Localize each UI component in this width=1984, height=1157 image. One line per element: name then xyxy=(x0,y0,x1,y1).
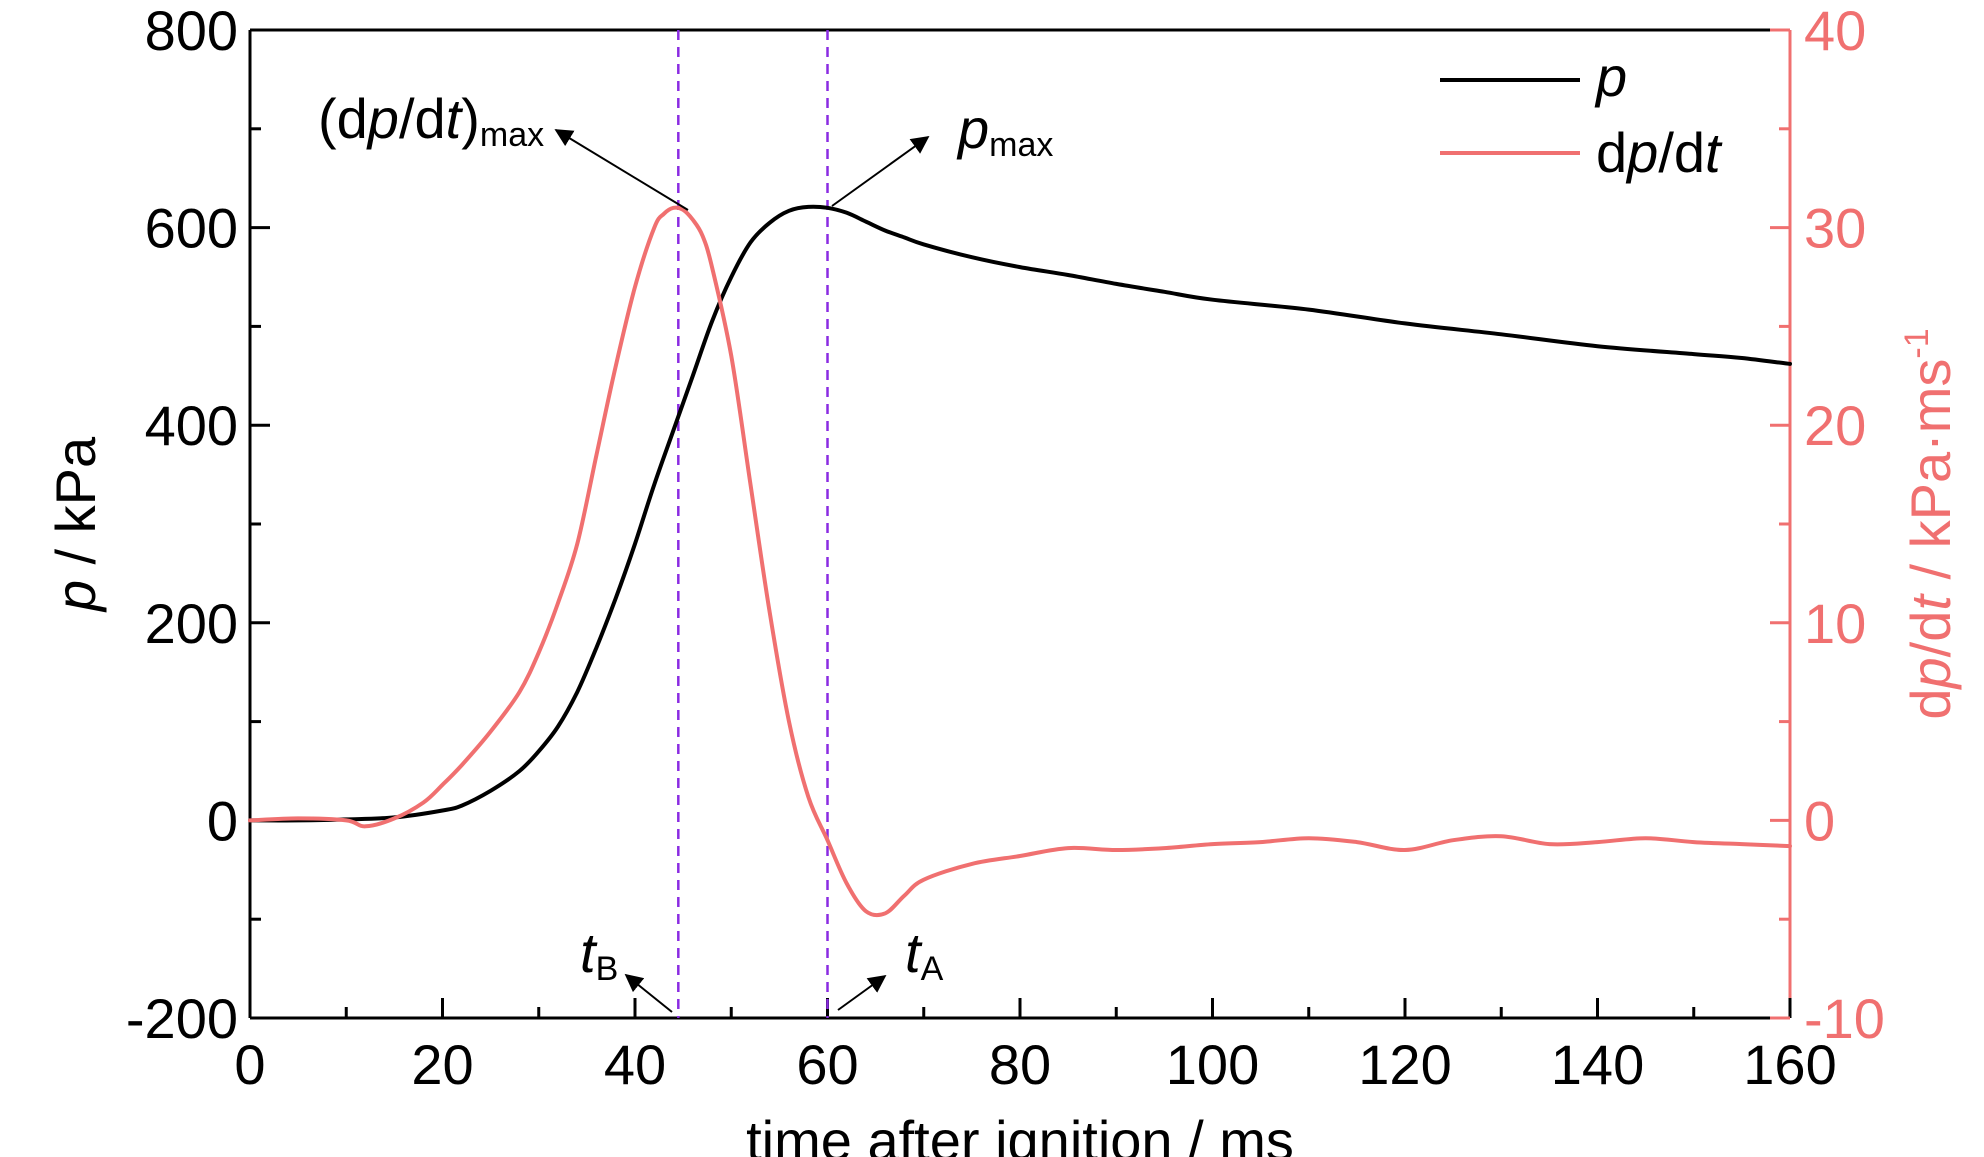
legend-dpdt-part2: p xyxy=(1625,121,1658,184)
y-tick-label-0: -200 xyxy=(126,987,238,1050)
series-line-p xyxy=(248,204,1792,823)
annotation-dpdt-max-arrow xyxy=(554,129,689,211)
marker-lines xyxy=(677,30,829,1018)
annotation-dpdt-max: (dp/dt)max xyxy=(318,87,689,211)
annotation-p-max: pmax xyxy=(831,97,1053,207)
annotation-dpdt-max-label: (dp/dt)max xyxy=(318,87,544,154)
series-layer xyxy=(248,204,1792,918)
marker-tA-arrow xyxy=(837,974,887,1011)
y2-title-superscript: -1 xyxy=(1898,328,1936,358)
marker-tB-arrow xyxy=(624,973,673,1013)
annotation-p-max-arrow xyxy=(831,135,930,207)
x-tick-label-5: 100 xyxy=(1166,1033,1259,1096)
marker-tA-text: tA xyxy=(905,921,944,988)
legend-dpdt-part4: t xyxy=(1705,121,1723,184)
annot-dpdt-sub: max xyxy=(480,116,544,154)
x-tick-label-7: 140 xyxy=(1551,1033,1644,1096)
y2-title-part4: t xyxy=(1899,593,1962,611)
marker-tB-text: tB xyxy=(580,921,618,988)
annot-dpdt-part3: /d xyxy=(399,87,446,150)
annot-dpdt-part4: t xyxy=(446,87,464,150)
y2-tick-label-1: 0 xyxy=(1804,789,1835,852)
annot-dpdt-part1: (d xyxy=(318,87,368,150)
y-axis-ticks: -200 0 200 400 600 800 xyxy=(126,0,270,1050)
marker-tB-sub: B xyxy=(596,950,619,988)
x-tick-label-6: 120 xyxy=(1358,1033,1451,1096)
legend-label-dpdt: dp/dt xyxy=(1596,121,1723,184)
y-tick-label-3: 400 xyxy=(145,394,238,457)
y2-tick-label-0: -10 xyxy=(1804,987,1885,1050)
marker-label-tA: tA xyxy=(837,921,944,1011)
y-tick-label-4: 600 xyxy=(145,197,238,260)
y-tick-label-1: 0 xyxy=(207,789,238,852)
marker-label-tB: tB xyxy=(580,921,673,1013)
plot-frame xyxy=(248,28,1792,1020)
legend-label-p: p xyxy=(1594,45,1627,108)
y-axis-title: p / kPa xyxy=(44,436,107,613)
annot-dpdt-part2: p xyxy=(366,87,399,150)
annot-dpdt-part5: ) xyxy=(461,87,480,150)
legend-dpdt-part1: d xyxy=(1596,121,1627,184)
y2-title-part1: d xyxy=(1899,688,1962,719)
x-tick-label-3: 60 xyxy=(796,1033,858,1096)
x-tick-label-8: 160 xyxy=(1743,1033,1836,1096)
x-tick-label-4: 80 xyxy=(989,1033,1051,1096)
marker-tA-sub: A xyxy=(921,950,944,988)
x-axis-ticks: 0 20 40 60 80 100 120 140 160 xyxy=(234,998,1837,1096)
annot-pmax-symbol: p xyxy=(956,97,989,160)
x-tick-label-1: 20 xyxy=(411,1033,473,1096)
y2-axis-title: dp/dt / kPa·ms-1 xyxy=(1898,328,1962,719)
marker-tA-symbol: t xyxy=(905,921,923,984)
annotation-p-max-label: pmax xyxy=(956,97,1053,164)
x-tick-label-2: 40 xyxy=(604,1033,666,1096)
y-axis-title-symbol: p xyxy=(44,580,107,613)
x-axis-title: time after ignition / ms xyxy=(746,1109,1294,1157)
x-tick-label-0: 0 xyxy=(234,1033,265,1096)
y2-title-part2: p xyxy=(1899,657,1962,690)
annot-pmax-sub: max xyxy=(989,126,1053,164)
y2-tick-label-5: 40 xyxy=(1804,0,1866,62)
y2-tick-label-3: 20 xyxy=(1804,394,1866,457)
y2-title-part5: / kPa·ms xyxy=(1899,359,1962,595)
legend-dpdt-part3: /d xyxy=(1658,121,1705,184)
y-tick-label-5: 800 xyxy=(145,0,238,62)
series-line-dpdt xyxy=(248,205,1792,918)
legend: p dp/dt xyxy=(1440,45,1723,184)
y-tick-label-2: 200 xyxy=(145,592,238,655)
y2-axis-ticks: -10 0 10 20 30 40 xyxy=(1770,0,1885,1050)
y-axis-title-unit: / kPa xyxy=(44,436,107,580)
y2-tick-label-2: 10 xyxy=(1804,592,1866,655)
y2-title-part3: /d xyxy=(1899,611,1962,658)
marker-tB-symbol: t xyxy=(580,921,598,984)
y2-tick-label-4: 30 xyxy=(1804,197,1866,260)
